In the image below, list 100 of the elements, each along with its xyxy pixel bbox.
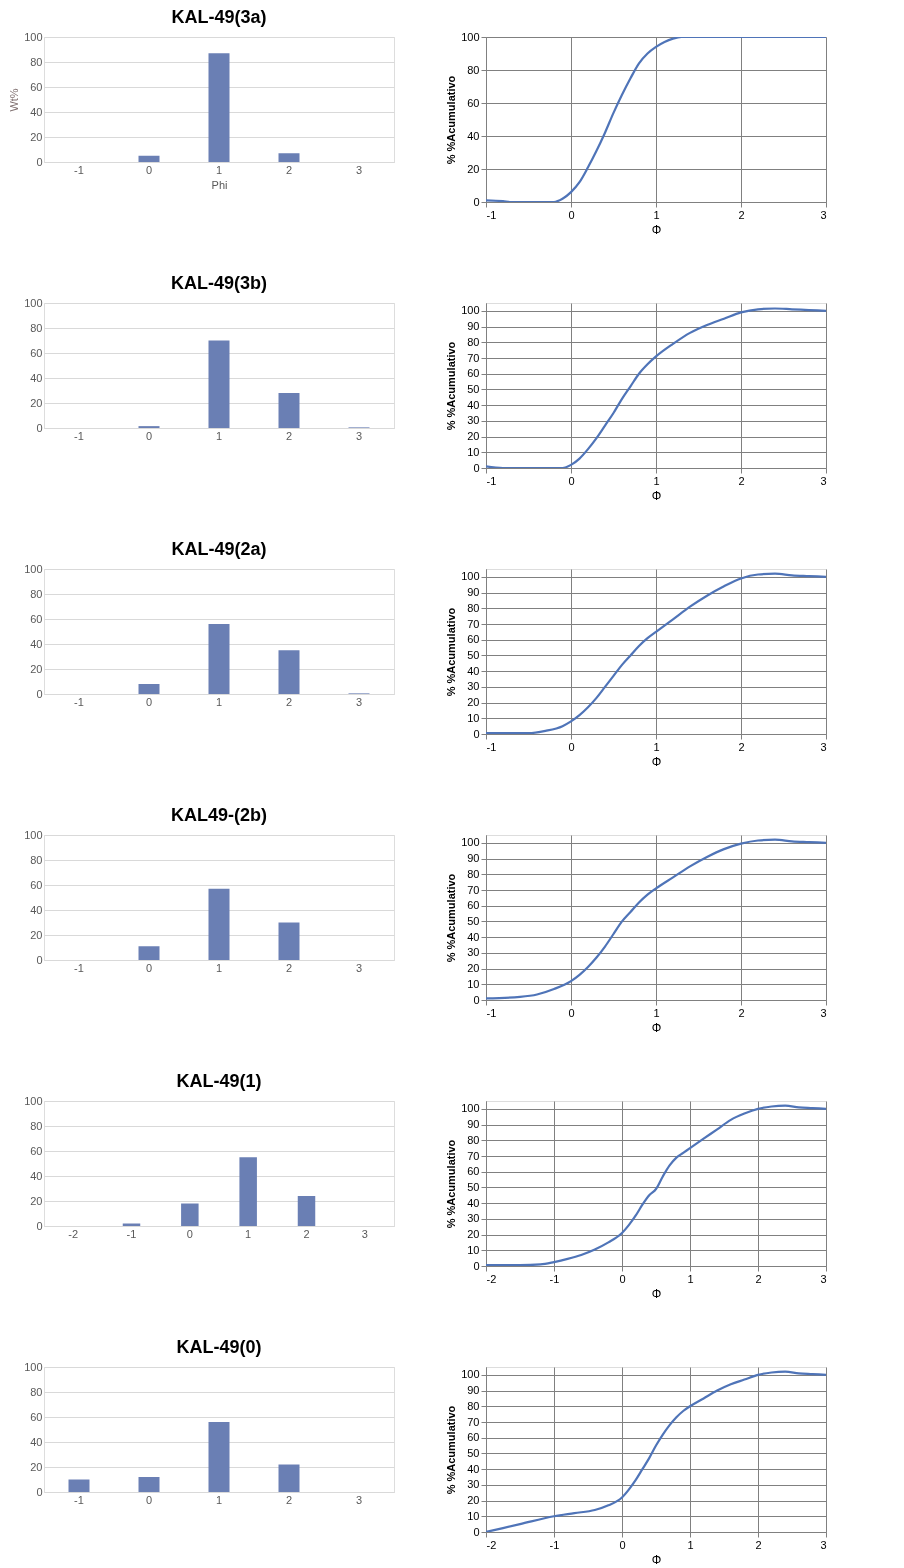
x-tick-label: -1 — [74, 1493, 84, 1506]
y-tick-label: 0 — [36, 687, 43, 700]
x-tick-label: -2 — [68, 1227, 79, 1240]
bar — [208, 1422, 230, 1492]
x-tick-label: 3 — [820, 1538, 827, 1551]
bar — [239, 1157, 257, 1226]
bar — [278, 922, 300, 960]
x-tick-label: -1 — [486, 208, 497, 221]
y-tick-label: 50 — [467, 648, 480, 661]
y-tick-label: 0 — [36, 421, 43, 434]
y-tick-label: 20 — [30, 928, 43, 941]
bar — [208, 53, 230, 162]
bar — [208, 888, 230, 960]
y-tick-label: 0 — [473, 1525, 480, 1538]
chart-title: KAL-49(3b) — [170, 273, 268, 293]
x-tick-label: 3 — [820, 740, 827, 753]
y-tick-label: 0 — [36, 155, 43, 168]
y-tick-label: 40 — [467, 930, 480, 943]
x-tick-label: -1 — [549, 1272, 560, 1285]
y-tick-label: 80 — [467, 335, 480, 348]
x-tick-label: 1 — [653, 474, 660, 487]
y-axis-title: Wt% — [8, 88, 21, 112]
x-tick-label: 1 — [653, 740, 660, 753]
y-tick-label: 40 — [467, 664, 480, 677]
y-tick-label: 40 — [30, 1169, 43, 1182]
bar — [208, 624, 230, 694]
y-tick-label: 60 — [30, 878, 43, 891]
y-tick-label: 20 — [467, 1494, 480, 1507]
bar — [68, 1479, 90, 1492]
y-tick-label: 100 — [24, 1094, 43, 1107]
y-tick-label: 40 — [467, 1196, 480, 1209]
x-tick-label: -1 — [74, 429, 84, 442]
bar — [297, 1196, 316, 1226]
y-tick-label: 60 — [30, 612, 43, 625]
y-tick-label: 70 — [467, 1149, 480, 1162]
y-tick-label: 40 — [467, 129, 480, 142]
x-tick-label: -1 — [486, 1006, 497, 1019]
x-tick-label: 0 — [145, 695, 153, 708]
y-tick-label: 80 — [467, 1133, 480, 1146]
x-axis-title: Φ — [651, 488, 662, 503]
y-tick-label: 100 — [24, 30, 43, 43]
chart-title: KAL-49(0) — [176, 1337, 262, 1357]
y-tick-label: 30 — [467, 946, 480, 959]
y-tick-label: 20 — [467, 430, 480, 443]
y-tick-label: 80 — [467, 867, 480, 880]
x-tick-label: 0 — [145, 429, 153, 442]
x-axis-title: Φ — [651, 1552, 662, 1567]
y-tick-label: 80 — [467, 1399, 480, 1412]
y-axis-title: % %Acumulativo — [445, 1405, 458, 1495]
y-tick-label: 100 — [24, 562, 43, 575]
x-tick-label: -2 — [486, 1272, 497, 1285]
y-tick-label: 0 — [36, 1485, 43, 1498]
bar — [181, 1203, 199, 1226]
x-tick-label: 3 — [820, 474, 827, 487]
y-tick-label: 10 — [467, 977, 480, 990]
x-axis-title: Φ — [651, 1020, 662, 1035]
y-tick-label: 60 — [30, 346, 43, 359]
x-tick-label: 2 — [285, 429, 293, 442]
y-tick-label: 10 — [467, 445, 480, 458]
bar — [278, 393, 300, 428]
x-tick-label: 0 — [145, 163, 153, 176]
y-tick-label: 40 — [30, 903, 43, 916]
y-tick-label: 30 — [467, 680, 480, 693]
x-tick-label: 0 — [568, 474, 575, 487]
bar — [278, 650, 300, 694]
y-tick-label: 60 — [467, 96, 480, 109]
chart-title: KAL-49(1) — [176, 1071, 262, 1091]
x-tick-label: 1 — [653, 1006, 660, 1019]
y-tick-label: 30 — [467, 1212, 480, 1225]
x-tick-label: 2 — [285, 961, 293, 974]
y-tick-label: 10 — [467, 711, 480, 724]
y-tick-label: 50 — [467, 1180, 480, 1193]
x-tick-label: 3 — [820, 1272, 827, 1285]
y-tick-label: 80 — [30, 853, 43, 866]
y-tick-label: 30 — [467, 414, 480, 427]
y-tick-label: 0 — [473, 1259, 480, 1272]
bar — [138, 155, 160, 162]
x-tick-label: 2 — [285, 1493, 293, 1506]
x-tick-label: 2 — [738, 474, 745, 487]
x-tick-label: 0 — [145, 961, 153, 974]
y-tick-label: 80 — [30, 55, 43, 68]
y-tick-label: 20 — [30, 662, 43, 675]
y-tick-label: 100 — [24, 828, 43, 841]
y-tick-label: 90 — [467, 586, 480, 599]
y-tick-label: 80 — [30, 321, 43, 334]
x-tick-label: 1 — [215, 695, 223, 708]
x-tick-label: 0 — [568, 208, 575, 221]
x-tick-label: -2 — [486, 1538, 497, 1551]
x-tick-label: 3 — [355, 961, 363, 974]
y-tick-label: 10 — [467, 1243, 480, 1256]
x-tick-label: -1 — [486, 474, 497, 487]
bar — [138, 946, 160, 960]
x-tick-label: 3 — [355, 695, 363, 708]
bar — [278, 153, 300, 162]
y-tick-label: 90 — [467, 320, 480, 333]
chart-title: KAL-49(2a) — [171, 539, 267, 559]
y-tick-label: 100 — [24, 296, 43, 309]
y-tick-label: 100 — [461, 30, 480, 43]
x-tick-label: 2 — [738, 1006, 745, 1019]
y-tick-label: 60 — [467, 367, 480, 380]
